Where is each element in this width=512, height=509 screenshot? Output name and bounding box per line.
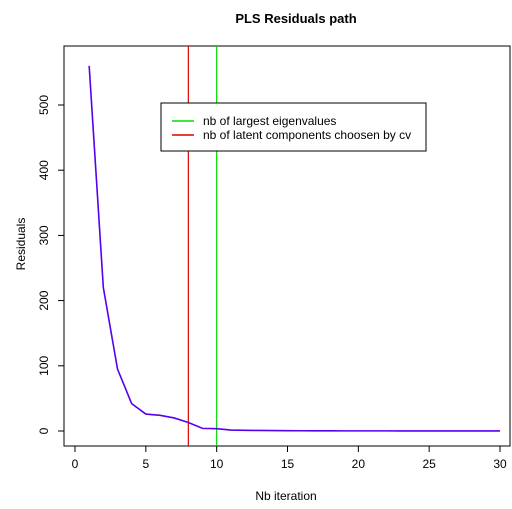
- y-tick-label: 300: [37, 225, 51, 245]
- y-tick-label: 500: [37, 95, 51, 115]
- legend-label-eigenvalues: nb of largest eigenvalues: [203, 114, 336, 128]
- x-tick-label: 5: [142, 457, 149, 471]
- x-tick-label: 10: [210, 457, 224, 471]
- x-tick-label: 20: [352, 457, 366, 471]
- x-tick-label: 25: [422, 457, 436, 471]
- chart-title: PLS Residuals path: [235, 11, 356, 26]
- x-axis-label: Nb iteration: [255, 489, 316, 503]
- x-axis: 0 5 10 15 20 25 30: [72, 445, 507, 471]
- legend: nb of largest eigenvalues nb of latent c…: [160, 102, 427, 152]
- x-tick-label: 30: [493, 457, 507, 471]
- series-group: [88, 65, 500, 432]
- legend-box: [160, 102, 427, 152]
- y-tick-label: 0: [37, 427, 51, 434]
- y-tick-label: 100: [37, 355, 51, 375]
- legend-label-latent-components: nb of latent components choosen by cv: [203, 128, 411, 142]
- x-tick-label: 0: [72, 457, 79, 471]
- y-tick-label: 400: [37, 160, 51, 180]
- y-axis-label: Residuals: [14, 218, 28, 271]
- y-tick-label: 200: [37, 290, 51, 310]
- residuals-series-line: [88, 65, 500, 432]
- x-tick-label: 15: [281, 457, 295, 471]
- y-axis: 0 100 200 300 400 500: [37, 95, 65, 434]
